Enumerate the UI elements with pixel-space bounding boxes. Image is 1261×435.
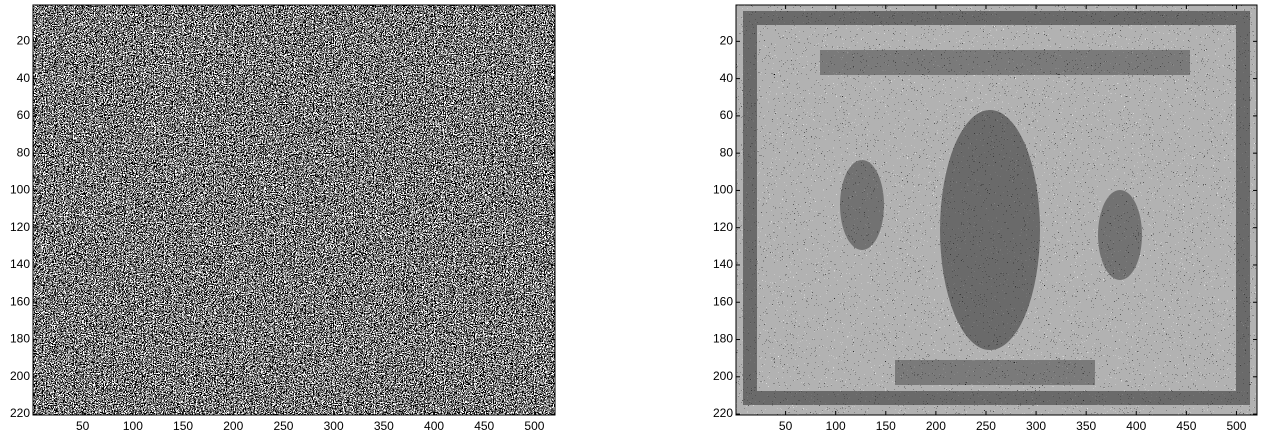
y-tick-label: 20 <box>720 34 734 48</box>
y-tick-label: 200 <box>713 369 733 383</box>
y-tick-label: 20 <box>17 34 31 48</box>
y-tick-label: 40 <box>720 71 734 85</box>
x-tick-label: 250 <box>976 419 996 433</box>
x-tick-label: 400 <box>1126 419 1146 433</box>
x-tick-label: 350 <box>374 419 394 433</box>
x-tick-label: 150 <box>173 419 193 433</box>
x-tick-label: 400 <box>424 419 444 433</box>
x-tick-label: 450 <box>1176 419 1196 433</box>
y-tick-label: 140 <box>10 257 30 271</box>
axes-box <box>735 4 1258 416</box>
x-tick-label: 250 <box>273 419 293 433</box>
x-tick-label: 100 <box>826 419 846 433</box>
x-tick-label: 50 <box>76 419 90 433</box>
y-tick-label: 160 <box>10 294 30 308</box>
y-tick-label: 140 <box>713 257 733 271</box>
y-tick-label: 120 <box>10 220 30 234</box>
x-tick-label: 100 <box>123 419 143 433</box>
x-tick-label: 300 <box>324 419 344 433</box>
y-tick-label: 160 <box>713 294 733 308</box>
y-tick-label: 80 <box>720 145 734 159</box>
y-tick-label: 100 <box>10 183 30 197</box>
y-tick-label: 80 <box>17 145 31 159</box>
y-tick-label: 220 <box>713 406 733 420</box>
x-tick-label: 350 <box>1076 419 1096 433</box>
y-tick-label: 60 <box>17 108 31 122</box>
x-tick-label: 50 <box>779 419 793 433</box>
y-tick-label: 180 <box>713 332 733 346</box>
y-tick-label: 100 <box>713 183 733 197</box>
x-tick-label: 450 <box>474 419 494 433</box>
x-tick-label: 500 <box>524 419 544 433</box>
y-tick-label: 40 <box>17 71 31 85</box>
y-tick-label: 60 <box>720 108 734 122</box>
x-tick-label: 300 <box>1026 419 1046 433</box>
x-tick-label: 500 <box>1226 419 1246 433</box>
axes-box <box>32 4 556 416</box>
y-tick-label: 220 <box>10 406 30 420</box>
y-tick-label: 180 <box>10 332 30 346</box>
x-tick-label: 200 <box>926 419 946 433</box>
y-tick-label: 120 <box>713 220 733 234</box>
image-2 <box>736 5 1257 415</box>
x-tick-label: 200 <box>223 419 243 433</box>
y-tick-label: 200 <box>10 369 30 383</box>
x-tick-label: 150 <box>876 419 896 433</box>
image-1 <box>33 5 555 415</box>
